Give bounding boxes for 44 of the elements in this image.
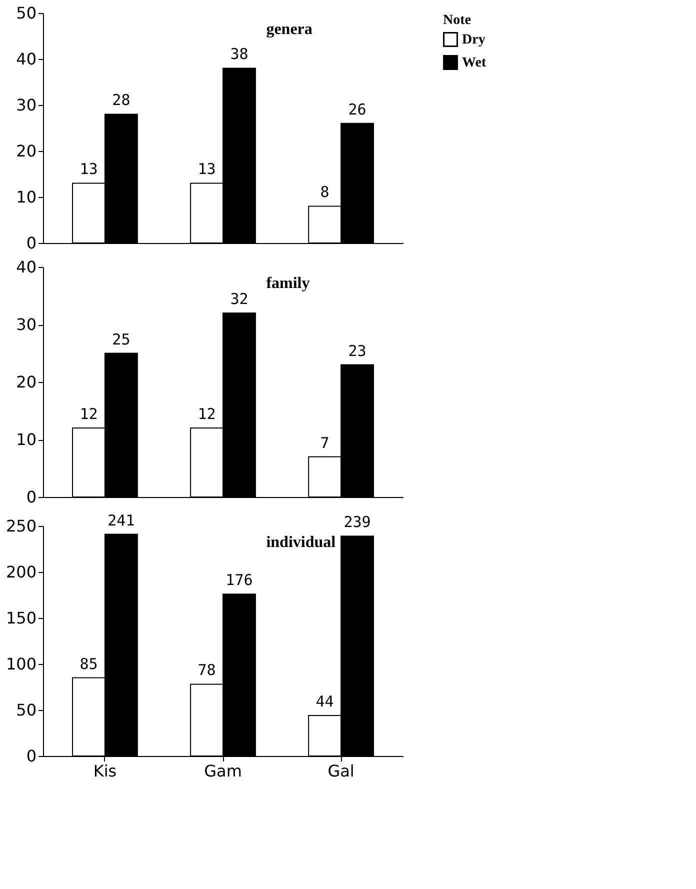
x-tick-label: Gal [328,762,354,780]
data-label: 28 [112,91,130,110]
y-tick-label: 30 [16,315,36,334]
data-label: 239 [344,513,371,532]
y-tick-label: 30 [16,96,36,114]
legend-label: Dry [462,32,486,48]
y-tick-label: 250 [6,516,36,536]
y-tick-label: 20 [16,142,36,160]
y-tick-label: 0 [26,746,36,766]
y-tick-label: 200 [6,562,36,582]
data-label: 241 [108,511,135,530]
x-tick-label: Gam [204,762,242,780]
legend-label: Wet [462,56,486,70]
data-label: 8 [320,183,330,202]
data-label: 176 [226,571,253,590]
data-label: 26 [348,100,366,118]
y-tick-label: 40 [16,50,36,68]
y-tick-label: 50 [16,700,36,720]
chart-title: genera [266,21,312,38]
y-tick-label: 10 [16,188,36,206]
y-tick-label: 0 [26,234,36,252]
y-tick-label: 40 [16,258,36,276]
data-label: 13 [80,160,98,178]
legend-title: Note [443,13,471,28]
data-label: 12 [80,405,98,423]
chart-title: family [266,275,310,292]
data-label: 38 [230,45,248,64]
data-label: 85 [80,654,98,673]
data-label: 44 [316,692,334,711]
data-label: 25 [112,330,130,348]
y-tick-label: 0 [26,488,36,506]
y-tick-label: 50 [16,4,36,22]
data-label: 13 [198,160,216,178]
data-label: 23 [348,342,366,360]
chart-title: individual [266,534,336,551]
x-tick-label: Kis [93,762,117,780]
y-tick-label: 150 [6,608,36,628]
data-label: 7 [320,434,330,452]
y-tick-label: 10 [16,430,36,449]
data-label: 78 [198,661,216,680]
y-tick-label: 20 [16,372,36,392]
y-tick-label: 100 [6,654,36,674]
data-label: 12 [198,405,216,423]
data-label: 32 [230,290,248,308]
